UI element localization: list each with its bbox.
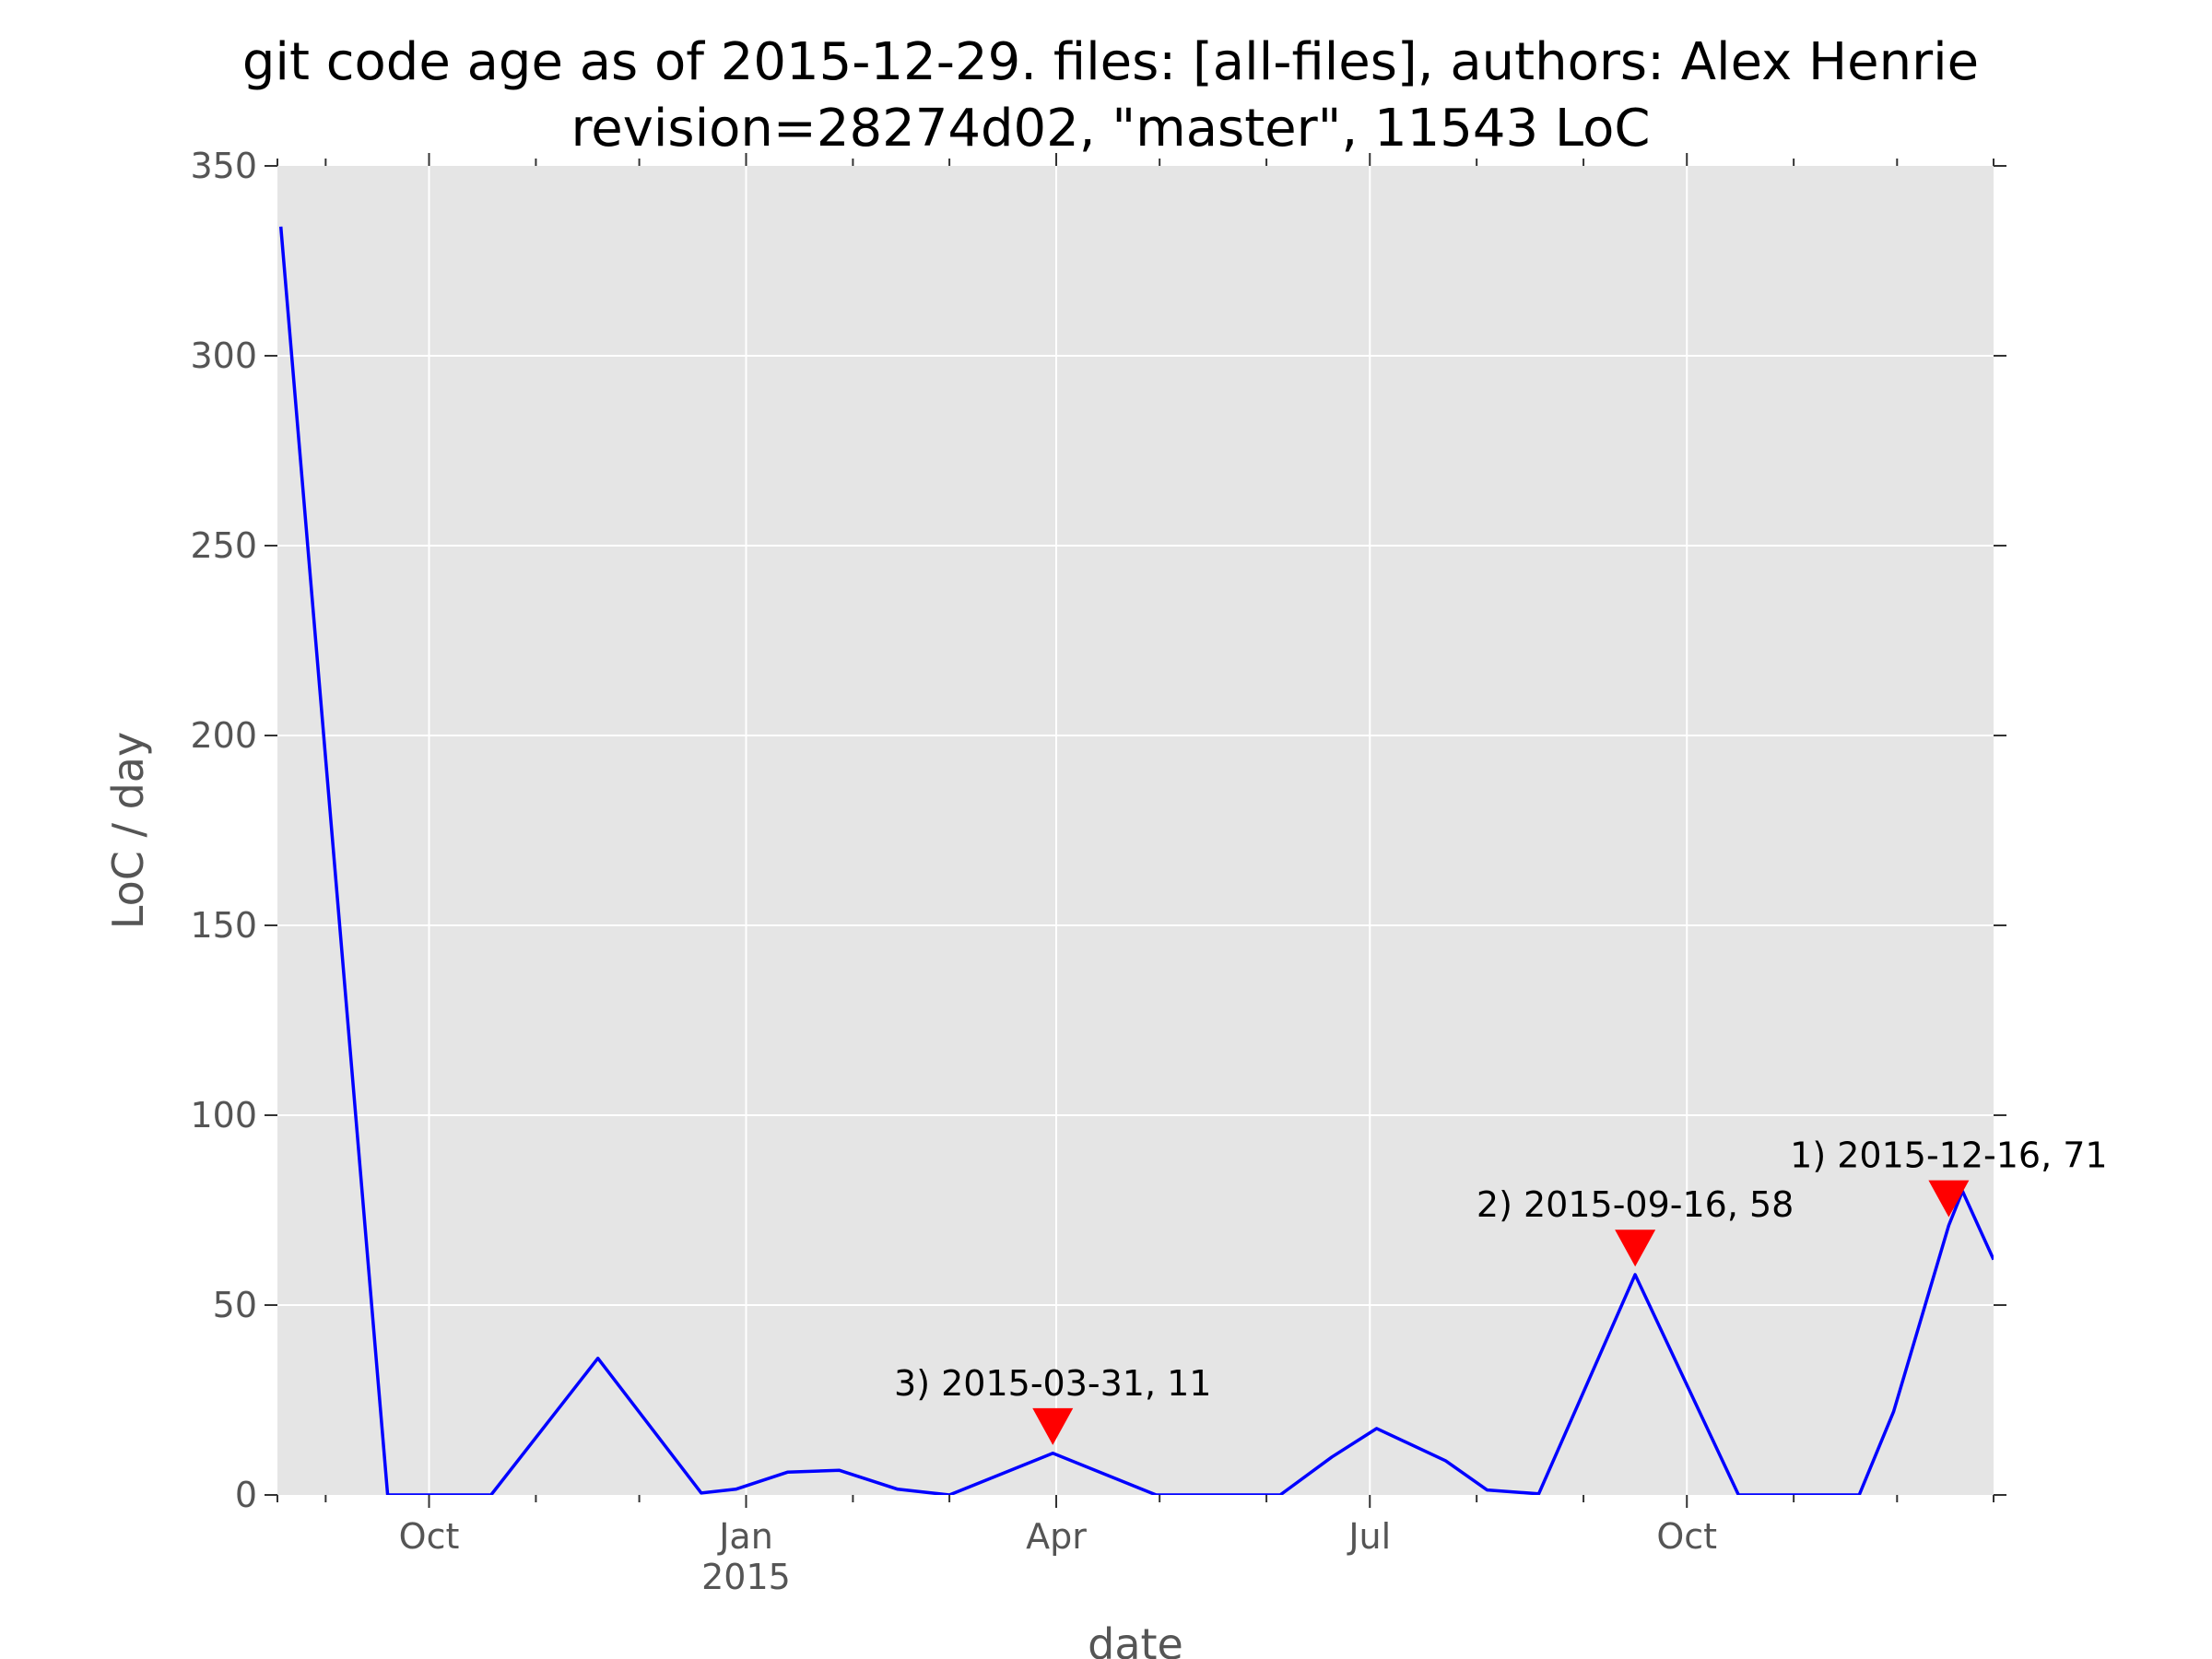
chart-title-line-1: git code age as of 2015-12-29. files: [a… bbox=[242, 32, 1979, 92]
x-tick-label: Jul bbox=[1347, 1516, 1391, 1557]
x-tick-label: Oct bbox=[399, 1516, 460, 1557]
y-tick-label: 200 bbox=[190, 715, 257, 756]
y-tick-label: 50 bbox=[213, 1285, 257, 1325]
y-tick-label: 150 bbox=[190, 905, 257, 946]
x-tick-label: Oct bbox=[1656, 1516, 1717, 1557]
y-tick-label: 100 bbox=[190, 1095, 257, 1135]
peak-marker-3 bbox=[1032, 1407, 1074, 1445]
annotation-layer: 1) 2015-12-16, 71 2) 2015-09-16, 58 3) 201… bbox=[894, 1135, 2108, 1445]
peak-label-1: 1) 2015-12-16, 71 bbox=[1790, 1135, 2107, 1176]
peak-label-2: 2) 2015-09-16, 58 bbox=[1477, 1184, 1794, 1225]
peak-label-3: 3) 2015-03-31, 11 bbox=[894, 1363, 1211, 1404]
y-axis-label: LoC / day bbox=[103, 732, 153, 929]
x-tick-sublabel: 2015 bbox=[701, 1557, 791, 1597]
y-tick-label: 250 bbox=[190, 525, 257, 566]
y-tick-label: 350 bbox=[190, 146, 257, 186]
series-layer bbox=[278, 226, 1994, 1495]
peak-marker-2 bbox=[1615, 1230, 1656, 1267]
grid-layer bbox=[277, 166, 1994, 1495]
x-tick-label: Jan bbox=[717, 1516, 773, 1557]
x-tick-label: Apr bbox=[1026, 1516, 1087, 1557]
x-axis-label: date bbox=[1088, 1619, 1183, 1659]
y-tick-label: 0 bbox=[235, 1475, 257, 1515]
y-tick-label: 300 bbox=[190, 335, 257, 376]
chart-title-line-2: revision=28274d02, "master", 11543 LoC bbox=[571, 99, 1650, 159]
plot-area bbox=[277, 166, 1994, 1495]
peak-marker-1 bbox=[1928, 1180, 1970, 1218]
series-line bbox=[278, 226, 1994, 1495]
